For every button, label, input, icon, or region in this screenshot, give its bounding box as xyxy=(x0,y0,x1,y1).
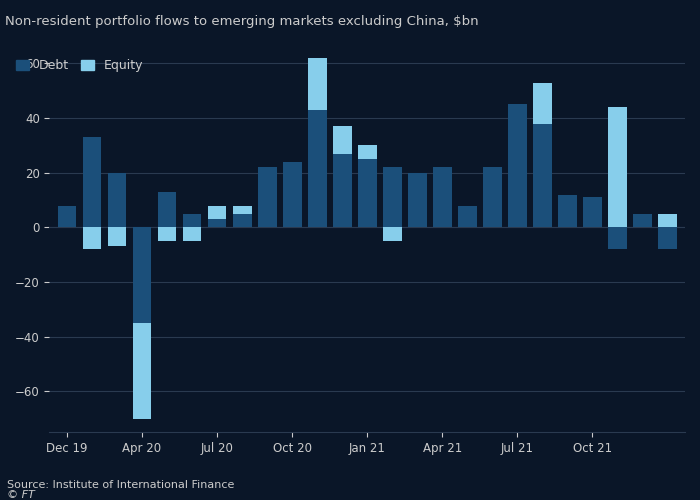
Bar xyxy=(508,222,526,228)
Bar xyxy=(308,110,327,228)
Bar xyxy=(633,214,652,228)
Bar xyxy=(108,172,127,228)
Bar xyxy=(108,228,127,246)
Bar xyxy=(408,172,427,228)
Bar xyxy=(232,214,251,228)
Bar xyxy=(633,214,652,228)
Bar xyxy=(433,200,452,228)
Bar xyxy=(258,222,277,228)
Text: Non-resident portfolio flows to emerging markets excluding China, $bn: Non-resident portfolio flows to emerging… xyxy=(5,15,479,28)
Bar xyxy=(158,192,176,228)
Text: © FT: © FT xyxy=(7,490,35,500)
Bar xyxy=(283,162,302,228)
Bar xyxy=(133,228,151,323)
Bar xyxy=(483,200,502,228)
Bar xyxy=(658,214,677,228)
Bar xyxy=(332,154,351,228)
Bar xyxy=(332,126,351,228)
Bar xyxy=(83,228,102,249)
Bar xyxy=(533,82,552,228)
Bar xyxy=(658,228,677,249)
Bar xyxy=(57,219,76,228)
Bar xyxy=(583,214,602,228)
Bar xyxy=(558,194,577,228)
Bar xyxy=(358,159,377,228)
Bar xyxy=(258,168,277,228)
Bar xyxy=(558,214,577,228)
Bar xyxy=(483,168,502,228)
Bar xyxy=(83,137,102,228)
Bar xyxy=(533,124,552,228)
Bar xyxy=(308,58,327,228)
Bar xyxy=(383,168,402,228)
Bar xyxy=(508,104,526,228)
Bar xyxy=(208,206,227,228)
Bar xyxy=(133,228,151,418)
Bar xyxy=(608,107,626,228)
Text: Source: Institute of International Finance: Source: Institute of International Finan… xyxy=(7,480,234,490)
Bar xyxy=(232,206,251,228)
Bar xyxy=(358,146,377,228)
Bar xyxy=(433,168,452,228)
Bar xyxy=(383,228,402,241)
Bar xyxy=(583,198,602,228)
Bar xyxy=(183,214,202,228)
Bar xyxy=(57,206,76,228)
Bar xyxy=(283,219,302,228)
Bar xyxy=(608,228,626,249)
Bar xyxy=(183,228,202,241)
Bar xyxy=(458,219,477,228)
Bar xyxy=(208,219,227,228)
Legend: Debt, Equity: Debt, Equity xyxy=(11,54,148,77)
Bar xyxy=(458,206,477,228)
Bar xyxy=(158,228,176,241)
